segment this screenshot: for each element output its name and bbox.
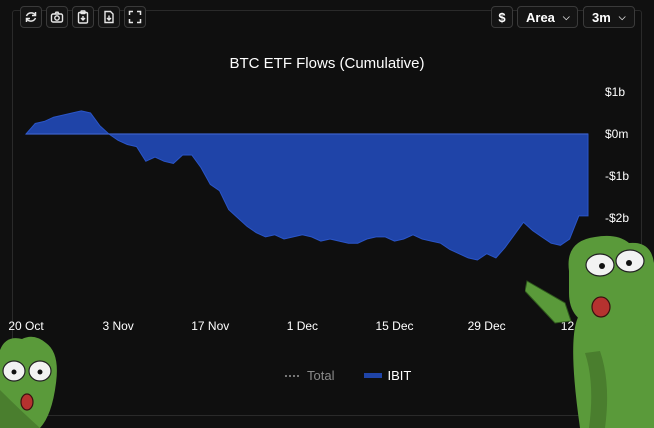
- legend-swatch-ibit: [364, 373, 383, 378]
- camera-icon: [50, 11, 64, 23]
- legend-swatch-total: [285, 374, 299, 377]
- area-series-ibit: [24, 110, 589, 261]
- clipboard-icon: [77, 10, 89, 24]
- x-tick-label: 17 Nov: [191, 319, 229, 333]
- legend-label-ibit: IBIT: [387, 368, 412, 383]
- y-tick-label: $1b: [605, 85, 625, 99]
- chevron-down-icon: ⌵: [618, 11, 626, 22]
- x-tick-label: 15 Dec: [376, 319, 414, 333]
- frog-meme-right: [525, 235, 654, 428]
- x-tick-label: 3 Nov: [102, 319, 133, 333]
- y-tick-label: -$1b: [605, 169, 629, 183]
- currency-toggle[interactable]: $: [491, 6, 513, 28]
- y-tick-label: $0m: [605, 127, 628, 141]
- download-icon: [104, 10, 114, 24]
- x-tick-label: 29 Dec: [468, 319, 506, 333]
- chart-type-label: Area: [526, 9, 555, 25]
- legend-item-ibit[interactable]: IBIT: [364, 368, 411, 383]
- range-label: 3m: [592, 9, 611, 25]
- x-tick-label: 1 Dec: [287, 319, 318, 333]
- copy-button[interactable]: [72, 6, 94, 28]
- range-dropdown[interactable]: 3m ⌵: [583, 6, 635, 28]
- currency-label: $: [498, 9, 506, 25]
- y-tick-label: -$2b: [605, 211, 629, 225]
- refresh-icon: [25, 12, 37, 22]
- x-tick-label: 20 Oct: [8, 319, 44, 333]
- legend-label-total: Total: [307, 368, 335, 383]
- chart-legend: Total IBIT: [285, 368, 441, 383]
- download-button[interactable]: [98, 6, 120, 28]
- screenshot-button[interactable]: [46, 6, 68, 28]
- refresh-button[interactable]: [20, 6, 42, 28]
- chart-title: BTC ETF Flows (Cumulative): [229, 55, 425, 72]
- legend-item-total[interactable]: Total: [285, 368, 334, 383]
- fullscreen-button[interactable]: [124, 6, 146, 28]
- chart-type-dropdown[interactable]: Area ⌵: [517, 6, 578, 28]
- frog-meme-left: [0, 336, 57, 428]
- fullscreen-icon: [128, 10, 142, 24]
- chevron-down-icon: ⌵: [562, 11, 570, 22]
